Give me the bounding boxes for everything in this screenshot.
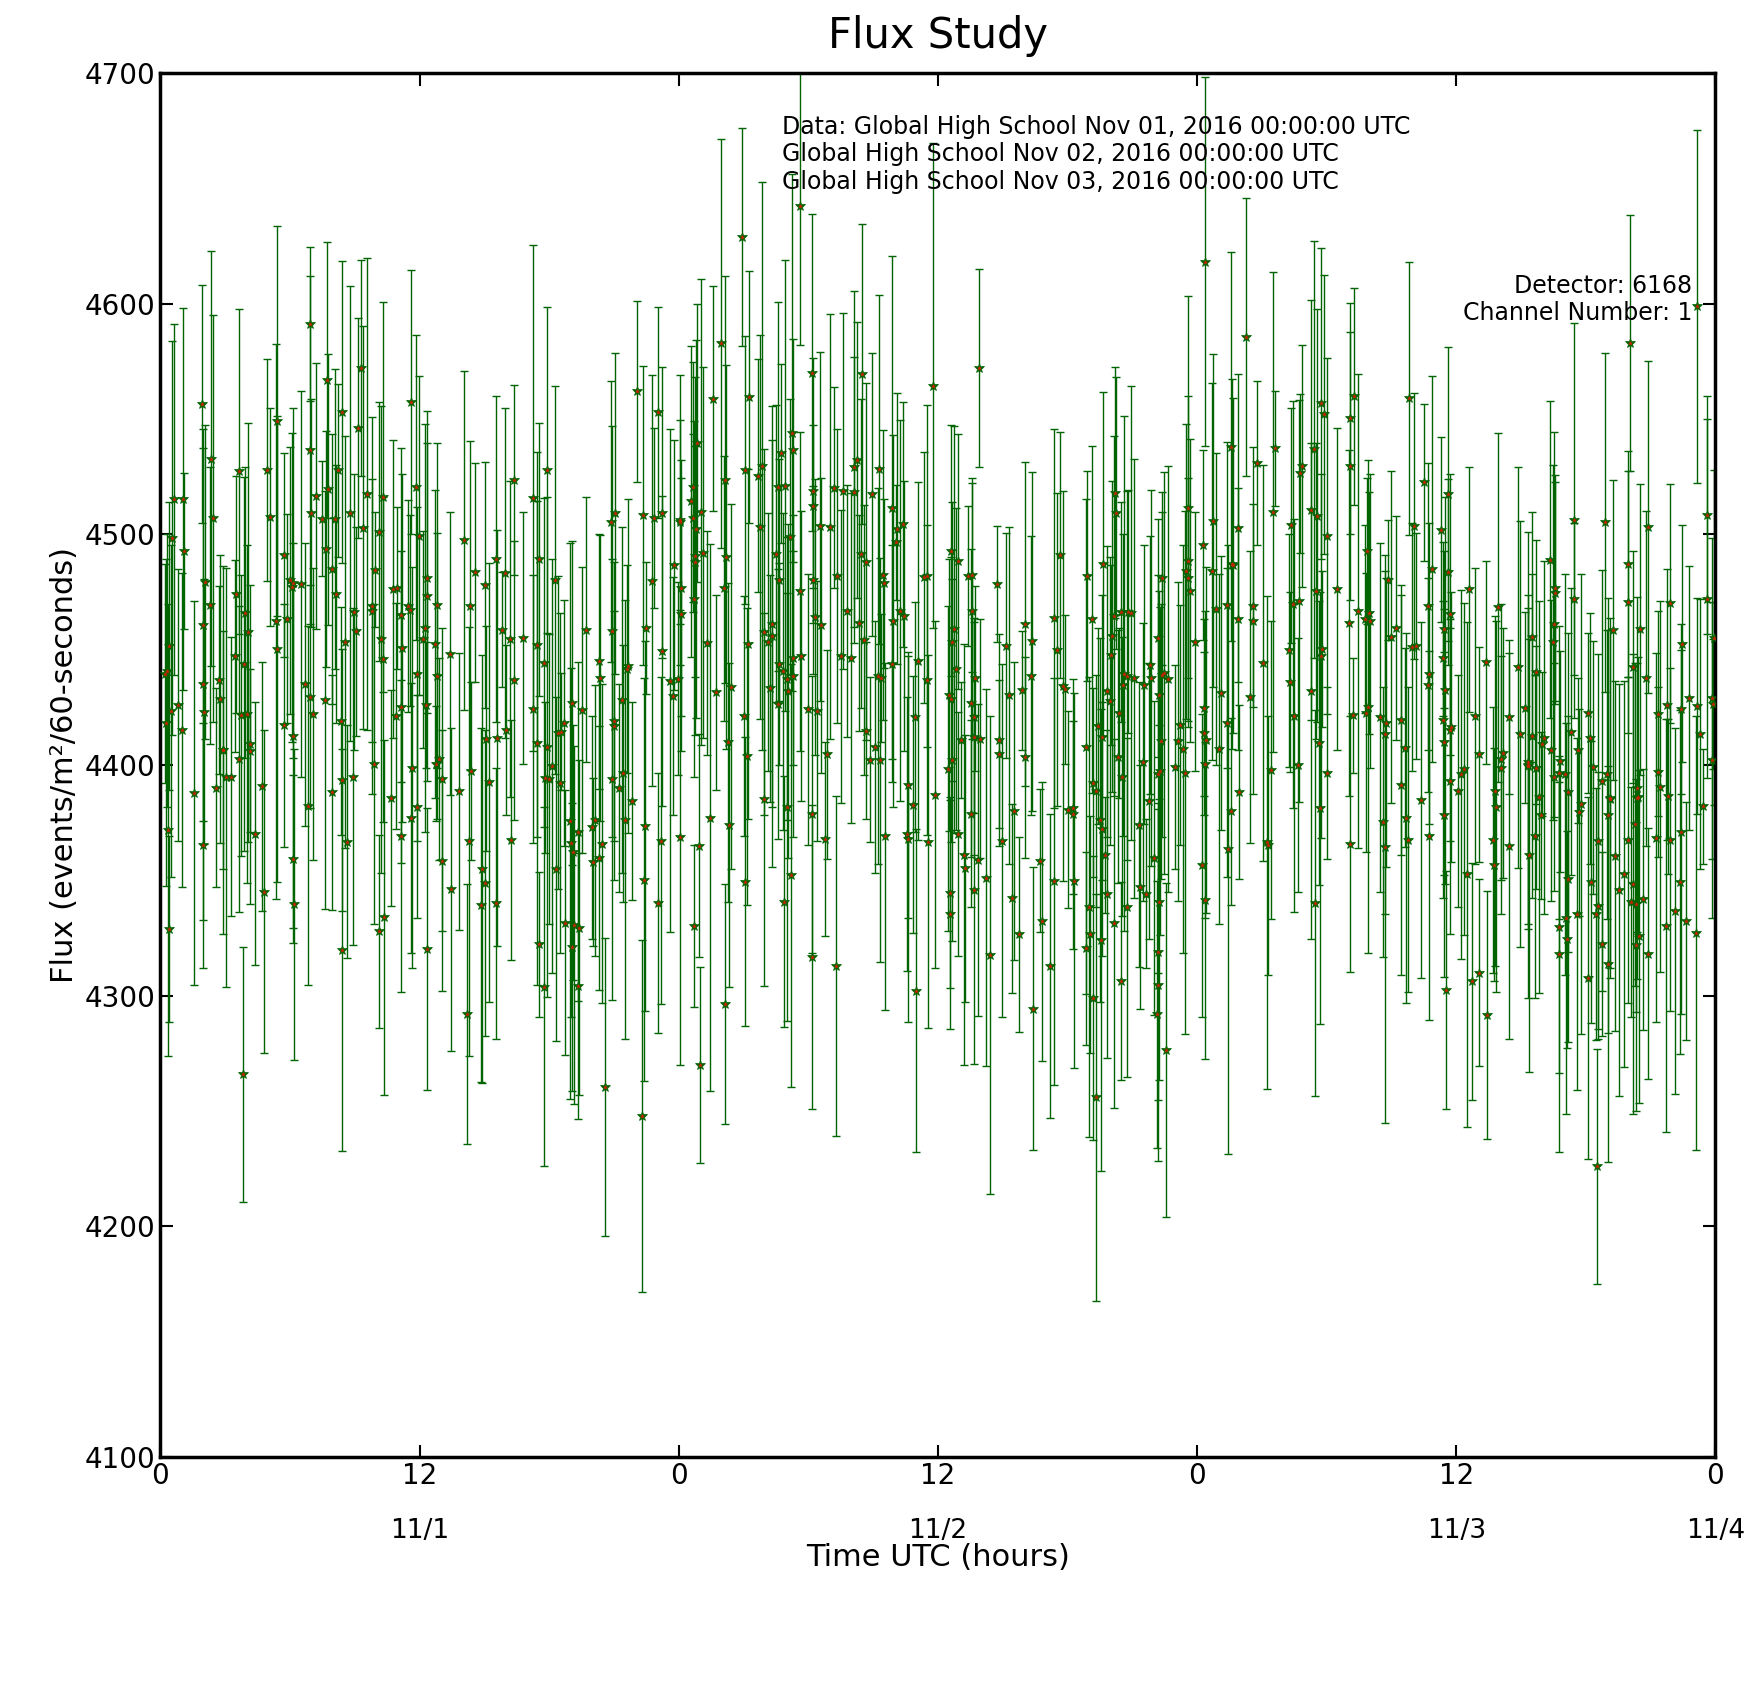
- Y-axis label: Flux (events/m²/60-seconds): Flux (events/m²/60-seconds): [51, 547, 79, 982]
- Title: Flux Study: Flux Study: [827, 15, 1047, 57]
- Text: Data: Global High School Nov 01, 2016 00:00:00 UTC
Global High School Nov 02, 20: Data: Global High School Nov 01, 2016 00…: [783, 115, 1412, 194]
- X-axis label: Time UTC (hours): Time UTC (hours): [806, 1543, 1070, 1572]
- Text: 11/3: 11/3: [1427, 1518, 1485, 1545]
- Text: Detector: 6168
Channel Number: 1: Detector: 6168 Channel Number: 1: [1463, 273, 1691, 326]
- Text: 11/2: 11/2: [908, 1518, 968, 1545]
- Text: 11/1: 11/1: [391, 1518, 449, 1545]
- Text: 11/4: 11/4: [1686, 1518, 1744, 1545]
